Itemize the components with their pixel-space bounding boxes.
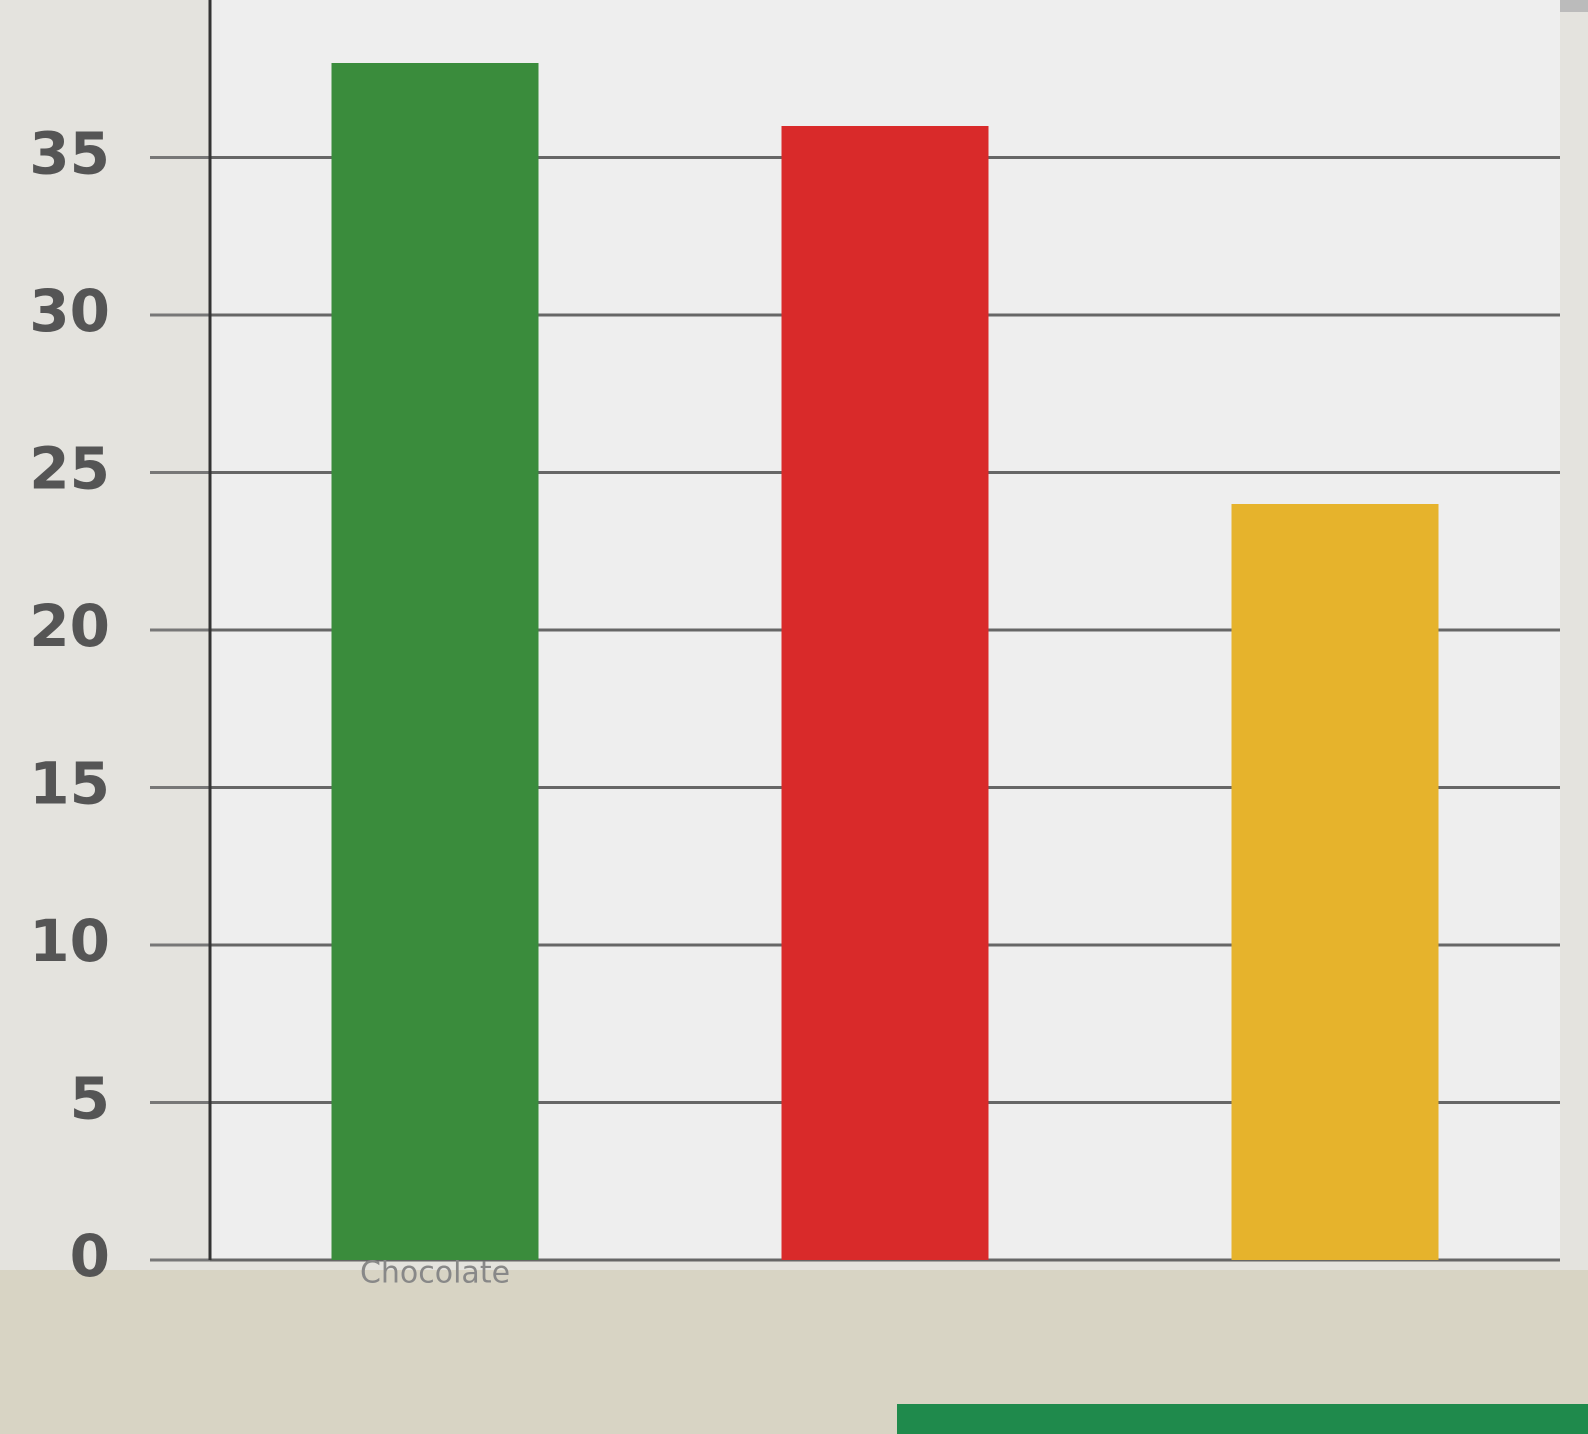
y-tick-label: 15 bbox=[29, 750, 110, 818]
y-tick-label: 0 bbox=[70, 1222, 110, 1290]
y-tick-label: 35 bbox=[29, 120, 110, 188]
bar bbox=[1231, 504, 1439, 1260]
x-tick-label: Chocolate bbox=[360, 1256, 510, 1291]
bar bbox=[781, 126, 989, 1260]
bar bbox=[331, 63, 539, 1260]
y-tick-label: 5 bbox=[70, 1065, 110, 1133]
y-tick-label: 20 bbox=[29, 592, 110, 660]
status-strip bbox=[897, 1404, 1588, 1434]
y-tick-label: 30 bbox=[29, 277, 110, 345]
y-tick-label: 10 bbox=[29, 907, 110, 975]
y-tick-label: 25 bbox=[29, 435, 110, 503]
